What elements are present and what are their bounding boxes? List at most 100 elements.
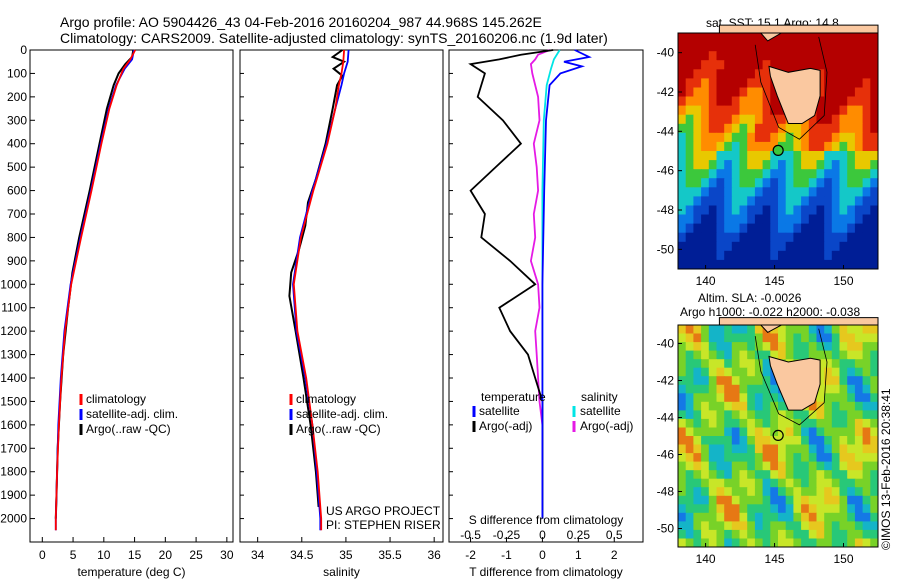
map-cell xyxy=(770,487,779,497)
map-cell xyxy=(747,105,756,116)
map-cell xyxy=(839,529,848,539)
map-cell xyxy=(731,241,740,252)
map-cell xyxy=(808,342,817,352)
map-cell xyxy=(824,259,833,270)
map-cell xyxy=(678,504,687,514)
map-cell xyxy=(839,478,848,488)
map-cell xyxy=(701,333,710,343)
map-cell xyxy=(816,512,825,522)
series-line-temperature-satellite xyxy=(541,49,592,519)
map-cell xyxy=(854,87,864,98)
map-cell xyxy=(739,444,748,454)
map-cell xyxy=(831,250,840,261)
map-cell xyxy=(731,529,740,539)
map-cell xyxy=(770,187,779,197)
map-cell xyxy=(831,60,840,70)
map-cell xyxy=(801,196,810,206)
map-cell xyxy=(808,214,817,225)
map-cell xyxy=(839,105,848,116)
map-cell xyxy=(678,51,687,61)
map-cell xyxy=(816,169,825,179)
map-cell xyxy=(731,504,740,514)
map-cell xyxy=(808,178,817,188)
map-cell xyxy=(678,105,687,116)
map-cell xyxy=(793,453,802,463)
map-cell xyxy=(685,376,694,386)
x-tick-label: 0 xyxy=(539,548,546,562)
map-cell xyxy=(793,60,802,70)
map-cell xyxy=(785,418,794,428)
y-tick-label: 900 xyxy=(7,254,27,268)
map-cell xyxy=(701,427,710,437)
sla-map-subtitle: Argo h1000: -0.022 h2000: -0.038 xyxy=(680,305,861,319)
map-cell xyxy=(816,427,825,437)
map-cell xyxy=(824,478,833,488)
map-cell xyxy=(831,160,840,170)
map-cell xyxy=(731,495,740,505)
map-cell xyxy=(778,461,787,471)
map-cell xyxy=(778,51,787,61)
map-cell xyxy=(854,367,864,377)
map-cell xyxy=(793,529,802,539)
map-cell xyxy=(831,78,840,88)
map-cell xyxy=(724,436,733,445)
map-cell xyxy=(708,393,717,403)
map-cell xyxy=(816,521,825,531)
map-cell xyxy=(754,521,764,531)
map-cell xyxy=(739,495,748,505)
map-cell xyxy=(831,444,840,454)
map-cell xyxy=(801,521,810,531)
map-cell xyxy=(731,214,740,225)
map-cell xyxy=(685,350,694,360)
map-cell xyxy=(724,87,733,98)
map-cell xyxy=(778,453,787,463)
map-cell xyxy=(847,461,856,471)
x-tick-label: 140 xyxy=(696,552,716,566)
map-cell xyxy=(693,205,702,216)
map-cell xyxy=(739,529,748,539)
y-tick-label: -50 xyxy=(657,522,675,536)
map-cell xyxy=(801,187,810,197)
map-cell xyxy=(862,461,871,471)
map-cell xyxy=(870,51,879,61)
map-cell xyxy=(816,178,825,188)
map-cell xyxy=(731,376,740,386)
map-cell xyxy=(685,151,694,161)
map-cell xyxy=(778,478,787,488)
map-cell xyxy=(854,232,864,243)
map-cell xyxy=(716,401,725,411)
map-cell xyxy=(870,478,879,488)
y-tick-label: -48 xyxy=(657,485,675,499)
map-cell xyxy=(678,333,687,343)
map-cell xyxy=(693,325,702,334)
map-cell xyxy=(685,51,694,61)
map-cell xyxy=(731,78,740,88)
map-cell xyxy=(870,529,879,539)
legend-label: satellite xyxy=(580,404,621,418)
map-cell xyxy=(731,178,740,188)
map-cell xyxy=(693,69,702,79)
map-cell xyxy=(870,376,879,386)
panel-frame-2 xyxy=(239,49,444,543)
map-cell xyxy=(754,529,764,539)
map-cell xyxy=(685,69,694,79)
map-cell xyxy=(824,359,833,369)
map-cell xyxy=(839,132,848,143)
map-cell xyxy=(685,42,694,52)
map-cell xyxy=(701,495,710,505)
map-cell xyxy=(693,169,702,179)
map-cell xyxy=(870,178,879,188)
map-cell xyxy=(816,42,825,52)
map-cell xyxy=(754,69,764,79)
map-cell xyxy=(847,187,856,197)
map-cell xyxy=(739,410,748,420)
map-cell xyxy=(862,504,871,514)
map-cell xyxy=(854,495,864,505)
map-cell xyxy=(847,478,856,488)
x-tick-label: 35.5 xyxy=(378,548,402,562)
map-cell xyxy=(816,350,825,360)
map-cell xyxy=(785,60,794,70)
map-cell xyxy=(693,401,702,411)
map-cell xyxy=(685,538,694,548)
